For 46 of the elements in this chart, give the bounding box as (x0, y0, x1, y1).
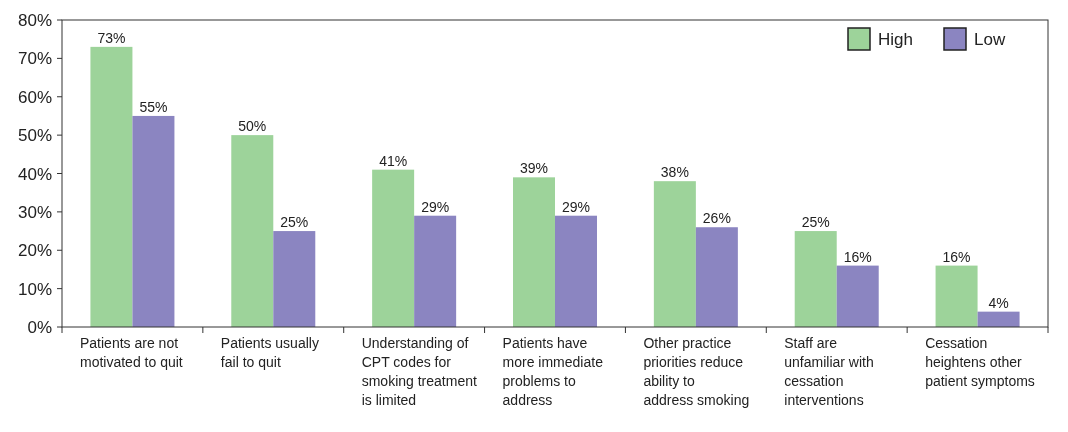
bar (372, 169, 415, 327)
data-label: 16% (942, 248, 971, 265)
bar (555, 215, 597, 327)
bar (513, 177, 555, 327)
data-label: 25% (801, 214, 830, 231)
bar (836, 265, 879, 327)
y-tick-label: 30% (17, 202, 52, 222)
x-tick-label: Cessation heightens other patient symptoms (925, 335, 1035, 389)
y-tick-label: 80% (17, 11, 52, 30)
data-label: 73% (97, 29, 126, 46)
x-tick-label: Understanding of CPT codes for smoking treatment is limited (361, 335, 477, 408)
bar (132, 115, 175, 327)
data-label: 41% (379, 152, 408, 169)
legend-label: High (878, 30, 913, 49)
data-label: 25% (280, 214, 309, 231)
legend-label: Low (974, 30, 1006, 49)
bar (794, 231, 837, 327)
y-tick-label: 10% (17, 279, 52, 299)
x-tick-label: Other practice priorities reduce ability to address smoking (643, 335, 750, 408)
data-label: 16% (843, 248, 872, 265)
data-label: 50% (238, 118, 267, 135)
y-tick-label: 70% (17, 49, 52, 69)
x-tick-label: Staff are unfamiliar with cessation interventions (784, 335, 874, 408)
data-label: 29% (421, 198, 450, 215)
data-label: 55% (139, 98, 168, 115)
bar (90, 46, 133, 327)
x-tick-label: Patients have more immediate problems to address (502, 335, 604, 408)
bar (414, 215, 457, 327)
bar (653, 181, 696, 327)
y-tick-label: 50% (17, 126, 52, 146)
data-label: 26% (702, 210, 731, 227)
y-tick-label: 0% (27, 318, 52, 337)
y-tick-label: 40% (17, 164, 52, 184)
x-tick-label: Patients usually fail to quit (220, 335, 319, 370)
y-tick-label: 60% (17, 87, 52, 107)
bar (231, 135, 274, 327)
y-tick-label: 20% (17, 241, 52, 261)
data-label: 39% (519, 160, 549, 177)
data-label: 38% (660, 164, 689, 181)
data-label: 29% (561, 198, 591, 215)
bar (695, 227, 738, 327)
bar (935, 265, 978, 327)
data-label: 4% (988, 294, 1009, 311)
bar (273, 231, 316, 327)
bar (977, 311, 1020, 327)
x-tick-label: Patients are not motivated to quit (80, 335, 183, 370)
